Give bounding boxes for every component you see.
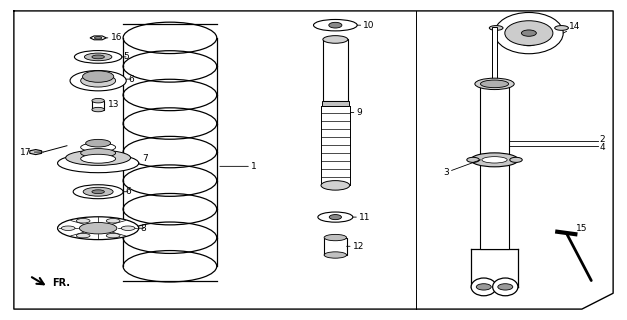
Ellipse shape <box>510 157 522 162</box>
Text: 9: 9 <box>350 108 362 117</box>
Ellipse shape <box>498 284 513 290</box>
Text: 4: 4 <box>599 143 605 152</box>
Text: 3: 3 <box>443 160 480 177</box>
Ellipse shape <box>92 99 104 103</box>
Ellipse shape <box>58 217 139 240</box>
Ellipse shape <box>61 226 75 230</box>
Ellipse shape <box>70 70 126 91</box>
Ellipse shape <box>329 22 342 28</box>
Ellipse shape <box>324 234 347 241</box>
Ellipse shape <box>495 12 563 54</box>
Text: 12: 12 <box>347 242 364 251</box>
Text: 6: 6 <box>126 75 134 84</box>
Ellipse shape <box>76 233 90 238</box>
Ellipse shape <box>92 107 104 112</box>
Text: FR.: FR. <box>53 278 71 288</box>
Ellipse shape <box>329 215 342 220</box>
Ellipse shape <box>471 153 519 167</box>
Text: 16: 16 <box>106 33 122 42</box>
Ellipse shape <box>81 154 115 163</box>
Bar <box>92 101 104 109</box>
Ellipse shape <box>106 233 120 238</box>
Ellipse shape <box>75 51 122 63</box>
Polygon shape <box>29 149 41 155</box>
Text: 2: 2 <box>599 135 605 144</box>
Ellipse shape <box>73 185 123 199</box>
Ellipse shape <box>66 150 130 165</box>
Text: 5: 5 <box>122 52 129 61</box>
Bar <box>492 27 497 84</box>
Ellipse shape <box>522 41 535 46</box>
Bar <box>324 237 347 255</box>
Ellipse shape <box>471 278 497 296</box>
Ellipse shape <box>80 222 117 234</box>
Ellipse shape <box>477 284 491 290</box>
Text: 10: 10 <box>357 21 375 30</box>
Ellipse shape <box>92 190 104 194</box>
Ellipse shape <box>92 55 104 59</box>
Ellipse shape <box>321 180 350 190</box>
Text: 8: 8 <box>139 224 146 233</box>
Ellipse shape <box>480 80 508 88</box>
Ellipse shape <box>81 148 115 157</box>
Ellipse shape <box>475 78 514 90</box>
Ellipse shape <box>121 226 135 230</box>
Ellipse shape <box>522 30 536 36</box>
Ellipse shape <box>86 140 110 147</box>
Ellipse shape <box>314 20 357 31</box>
Ellipse shape <box>482 157 507 163</box>
Text: 15: 15 <box>576 224 587 233</box>
Ellipse shape <box>466 157 479 162</box>
Ellipse shape <box>58 154 139 173</box>
Text: 1: 1 <box>220 162 257 171</box>
Text: 7: 7 <box>139 154 147 163</box>
Ellipse shape <box>106 219 120 223</box>
Polygon shape <box>90 36 106 40</box>
Text: 14: 14 <box>563 22 581 33</box>
Bar <box>322 101 349 106</box>
Text: 17: 17 <box>20 148 43 156</box>
Ellipse shape <box>85 53 112 61</box>
Ellipse shape <box>81 74 115 87</box>
Bar <box>480 87 508 249</box>
Bar <box>323 39 348 101</box>
Ellipse shape <box>555 26 569 30</box>
Ellipse shape <box>95 36 102 39</box>
Text: 13: 13 <box>104 100 119 109</box>
Ellipse shape <box>318 212 353 222</box>
Ellipse shape <box>83 71 113 82</box>
Ellipse shape <box>323 36 348 43</box>
Ellipse shape <box>324 252 347 258</box>
Text: 6: 6 <box>123 187 131 196</box>
Ellipse shape <box>493 278 518 296</box>
Ellipse shape <box>76 219 90 223</box>
Ellipse shape <box>81 143 115 152</box>
Text: 11: 11 <box>353 212 371 222</box>
Ellipse shape <box>489 26 503 30</box>
Ellipse shape <box>83 187 113 196</box>
Ellipse shape <box>505 21 553 45</box>
